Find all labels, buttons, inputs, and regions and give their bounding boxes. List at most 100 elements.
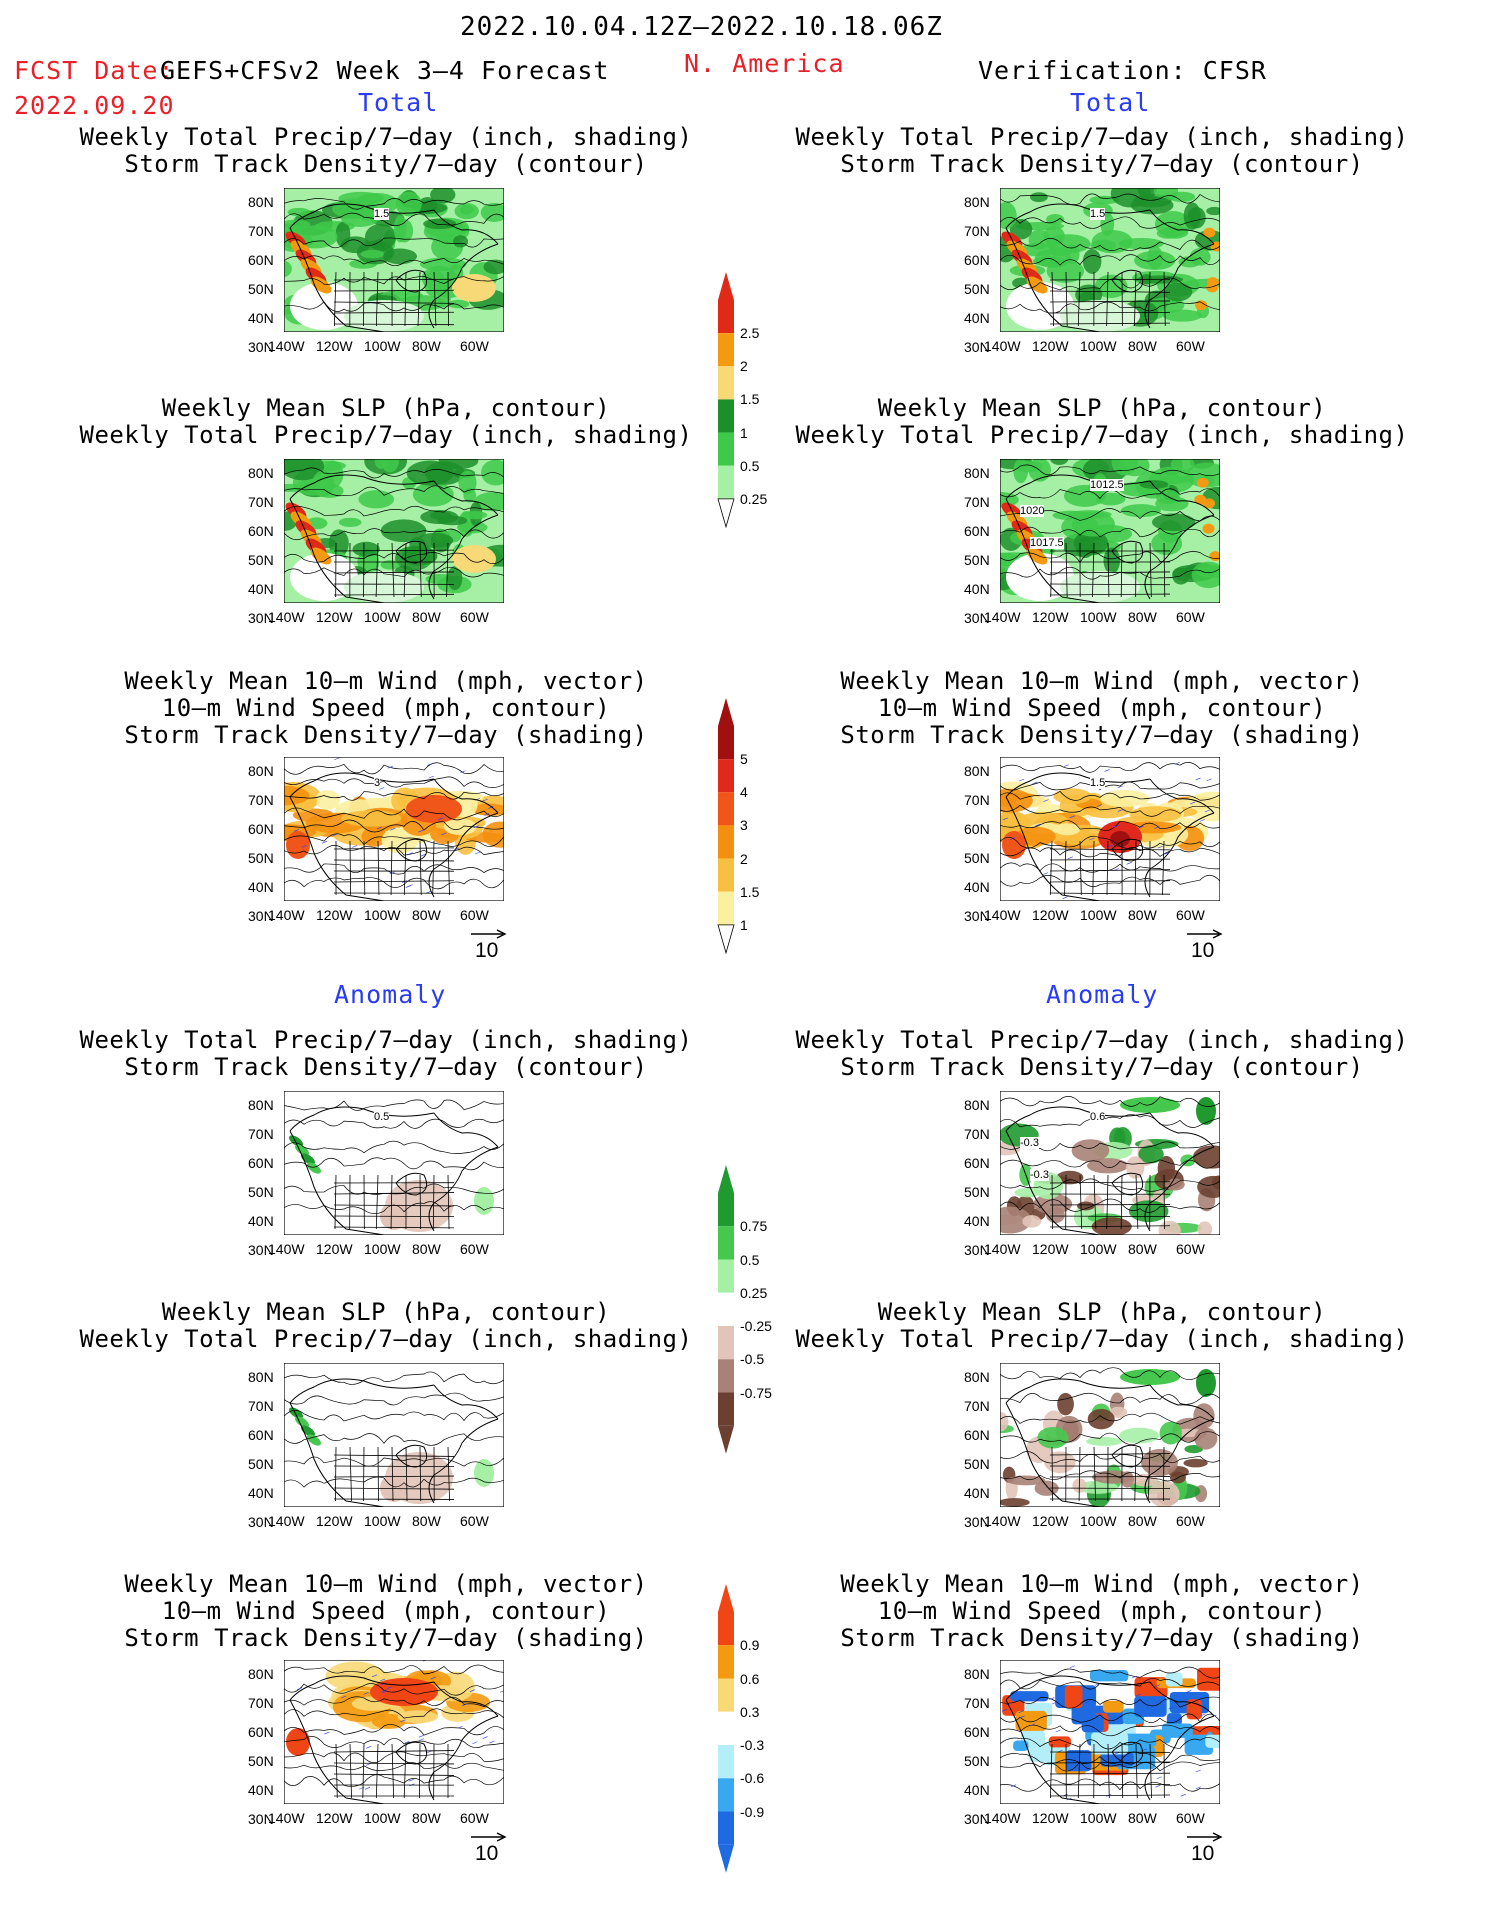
lat-tick-label: 70N [964,1398,990,1414]
colorbar-label: 0.5 [740,457,760,474]
state-borders [333,271,455,327]
colorbar-precip-total [717,272,735,529]
map-panel [1000,1660,1220,1804]
colorbar-segment [718,1392,734,1426]
lat-tick-label: 40N [964,1213,990,1229]
state-borders [1049,271,1171,327]
lon-tick-label: 80W [412,338,441,354]
lat-tick-label: 40N [248,879,274,895]
contour-label: 1.5 [1090,777,1106,789]
lon-tick-label: 120W [1032,1810,1069,1826]
contour-lines [284,1664,504,1787]
map-panel [284,757,504,901]
colorbar-segment [718,1292,734,1326]
panel-title-line: Storm Track Density/7–day (shading) [840,721,1364,749]
lon-tick-label: 100W [364,907,401,923]
colorbar-segment [718,1678,734,1712]
colorbar-segment [718,1326,734,1360]
lon-tick-label: 120W [316,1241,353,1257]
lat-tick-label: 70N [248,494,274,510]
lat-tick-label: 30N [964,610,990,626]
lon-tick-label: 60W [1176,609,1205,625]
colorbar-top-arrow [718,1584,734,1612]
contour-label: 0.5 [374,1111,390,1123]
coastlines [1005,203,1215,332]
colorbar-label: 3 [740,817,748,834]
colorbar-label: 1.5 [740,883,760,900]
coastlines [289,1675,499,1804]
colorbar-segment [718,1359,734,1393]
panel-title-line: Weekly Mean SLP (hPa, contour) [161,1298,611,1326]
vector-reference-arrow-icon [1187,929,1223,939]
lon-tick-label: 120W [1032,338,1069,354]
lat-tick-label: 50N [964,1184,990,1200]
lon-tick-label: 140W [268,1513,305,1529]
lat-tick-label: 80N [248,763,274,779]
lat-tick-label: 80N [248,1369,274,1385]
lon-tick-label: 100W [364,338,401,354]
verification-title: Verification: CFSR [978,56,1267,85]
lat-tick-label: 70N [964,1126,990,1142]
coastlines [289,1106,499,1235]
lat-tick-label: 60N [964,523,990,539]
fcst-date-label: FCST Date: [14,56,175,85]
colorbar-storm-anomaly [718,1584,734,1873]
lat-tick-label: 40N [248,1213,274,1229]
contour-label: 0.6 [1090,1111,1106,1123]
panel-title-line: Weekly Total Precip/7–day (inch, shading… [79,1026,693,1054]
panel-title-line: Storm Track Density/7–day (shading) [124,1624,648,1652]
lon-tick-label: 80W [412,609,441,625]
lon-tick-label: 80W [1128,1241,1157,1257]
panel-title-line: Weekly Total Precip/7–day (inch, shading… [79,1325,693,1353]
lon-tick-label: 80W [1128,609,1157,625]
map-panel [284,188,504,332]
contour-lines [284,198,504,312]
colorbar-storm-total [717,698,735,955]
lon-tick-label: 60W [1176,1513,1205,1529]
section-total-left: Total [358,88,439,117]
state-borders [1049,542,1171,598]
lat-tick-label: 80N [964,465,990,481]
lat-tick-label: 30N [248,339,274,355]
colorbar-label: 0.75 [740,1218,768,1235]
colorbar-label: 0.6 [740,1670,760,1687]
lat-tick-label: 50N [248,1184,274,1200]
map-panel [1000,1091,1220,1235]
lat-tick-label: 60N [964,1155,990,1171]
lon-tick-label: 80W [1128,1810,1157,1826]
lat-tick-label: 40N [248,310,274,326]
colorbar-bottom-arrow [718,1425,734,1454]
vector-reference-arrow-icon [471,1832,507,1842]
colorbar-top-arrow [718,698,734,726]
region-title: N. America [684,49,845,78]
contour-label: 1.5 [1090,208,1106,220]
map-panel [1000,1363,1220,1507]
lon-tick-label: 60W [460,1810,489,1826]
lon-tick-label: 60W [1176,338,1205,354]
lat-tick-label: 70N [964,1695,990,1711]
contour-label: 1.5 [374,208,390,220]
coastlines [289,772,499,901]
lat-tick-label: 40N [964,581,990,597]
lon-tick-label: 100W [364,1513,401,1529]
contour-lines [1000,1666,1220,1792]
colorbar-label: 0.25 [740,1284,768,1301]
colorbar-segment [718,1226,734,1260]
colorbar-label: 2 [740,358,748,375]
wind-vectors [1002,761,1212,899]
panel-title-line: Weekly Mean SLP (hPa, contour) [877,394,1327,422]
colorbar-bottom-arrow [717,498,735,529]
colorbar-precip-anomaly [718,1165,734,1454]
colorbar-segment [718,825,734,859]
colorbar-label: 2.5 [740,325,760,342]
shading-field [1000,188,1220,332]
lon-tick-label: 140W [268,609,305,625]
colorbar-top-arrow [718,1165,734,1193]
panel-title-line: Storm Track Density/7–day (shading) [840,1624,1364,1652]
lat-tick-label: 30N [248,610,274,626]
shading-field [1002,1667,1220,1776]
lon-tick-label: 60W [460,1241,489,1257]
lat-tick-label: 40N [248,581,274,597]
colorbar-top-arrow [718,272,734,300]
lon-tick-label: 140W [268,1810,305,1826]
